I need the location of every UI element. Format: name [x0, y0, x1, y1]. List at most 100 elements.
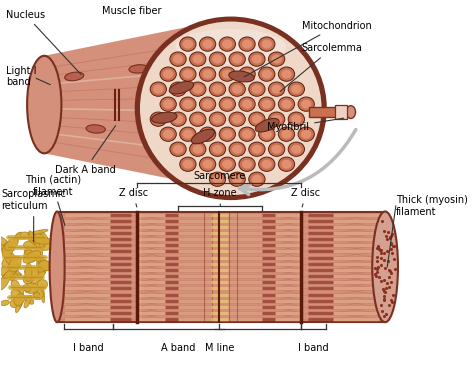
Ellipse shape: [252, 54, 262, 64]
Ellipse shape: [291, 85, 301, 94]
Ellipse shape: [36, 241, 46, 248]
Ellipse shape: [183, 70, 193, 79]
Ellipse shape: [25, 267, 39, 277]
Ellipse shape: [239, 97, 255, 111]
Bar: [335, 105, 346, 119]
Ellipse shape: [173, 54, 183, 64]
Ellipse shape: [249, 112, 265, 126]
Ellipse shape: [298, 127, 314, 141]
Ellipse shape: [272, 85, 282, 94]
Ellipse shape: [346, 106, 356, 118]
Ellipse shape: [27, 251, 35, 257]
Ellipse shape: [222, 40, 232, 49]
Ellipse shape: [242, 160, 252, 169]
Ellipse shape: [31, 267, 46, 284]
FancyBboxPatch shape: [57, 212, 385, 322]
Ellipse shape: [150, 112, 166, 126]
Ellipse shape: [173, 115, 183, 124]
Ellipse shape: [229, 52, 246, 66]
Ellipse shape: [180, 67, 196, 81]
Ellipse shape: [282, 100, 292, 108]
Ellipse shape: [5, 239, 18, 250]
Ellipse shape: [163, 100, 173, 108]
Text: Z disc: Z disc: [118, 188, 148, 207]
Ellipse shape: [212, 54, 223, 64]
Ellipse shape: [170, 52, 186, 66]
Ellipse shape: [180, 127, 196, 141]
Ellipse shape: [278, 67, 295, 81]
Ellipse shape: [229, 71, 254, 82]
Text: Sarcomere: Sarcomere: [193, 171, 246, 181]
Ellipse shape: [278, 97, 295, 111]
Ellipse shape: [239, 157, 255, 171]
Ellipse shape: [170, 82, 186, 96]
Ellipse shape: [2, 274, 7, 279]
Ellipse shape: [9, 256, 21, 272]
Ellipse shape: [212, 145, 223, 154]
Ellipse shape: [18, 287, 24, 307]
Ellipse shape: [0, 236, 11, 249]
Ellipse shape: [12, 232, 21, 245]
Ellipse shape: [272, 145, 282, 154]
Ellipse shape: [170, 112, 186, 126]
Ellipse shape: [180, 37, 196, 51]
Ellipse shape: [190, 112, 206, 126]
Text: Light I
band: Light I band: [6, 66, 36, 87]
Ellipse shape: [291, 145, 301, 154]
Ellipse shape: [192, 145, 203, 154]
Ellipse shape: [288, 112, 304, 126]
Ellipse shape: [288, 82, 304, 96]
Ellipse shape: [160, 127, 176, 141]
Ellipse shape: [202, 100, 213, 108]
Ellipse shape: [192, 54, 203, 64]
Ellipse shape: [229, 142, 246, 156]
Ellipse shape: [232, 115, 242, 124]
Ellipse shape: [229, 112, 246, 126]
Text: I band: I band: [73, 343, 104, 353]
Ellipse shape: [25, 263, 32, 282]
Ellipse shape: [8, 265, 21, 276]
Ellipse shape: [25, 296, 34, 304]
Text: Sarcolemma: Sarcolemma: [280, 43, 363, 91]
Ellipse shape: [222, 100, 232, 108]
Ellipse shape: [150, 82, 166, 96]
Text: Myofibril: Myofibril: [267, 118, 344, 132]
Ellipse shape: [0, 245, 15, 251]
Ellipse shape: [16, 296, 23, 313]
Ellipse shape: [37, 280, 47, 289]
Ellipse shape: [40, 284, 45, 303]
Ellipse shape: [183, 100, 193, 108]
Ellipse shape: [249, 142, 265, 156]
Ellipse shape: [0, 300, 9, 305]
Ellipse shape: [219, 67, 236, 81]
Ellipse shape: [259, 127, 275, 141]
Ellipse shape: [372, 212, 398, 322]
Ellipse shape: [219, 157, 236, 171]
Ellipse shape: [24, 250, 34, 260]
Text: Mitochondrion: Mitochondrion: [244, 21, 371, 77]
Ellipse shape: [11, 280, 20, 291]
Ellipse shape: [183, 40, 193, 49]
Ellipse shape: [24, 272, 32, 280]
Text: Muscle fiber: Muscle fiber: [102, 6, 162, 16]
Ellipse shape: [38, 259, 49, 266]
Ellipse shape: [272, 115, 282, 124]
Ellipse shape: [268, 142, 285, 156]
Ellipse shape: [259, 37, 275, 51]
Ellipse shape: [249, 82, 265, 96]
Text: Sarcoplasmic
reticulum: Sarcoplasmic reticulum: [1, 189, 66, 242]
Ellipse shape: [222, 70, 232, 79]
Text: Z disc: Z disc: [291, 188, 320, 207]
Ellipse shape: [232, 54, 242, 64]
Ellipse shape: [27, 255, 34, 259]
Ellipse shape: [239, 127, 255, 141]
Ellipse shape: [252, 85, 262, 94]
Ellipse shape: [23, 241, 37, 249]
Ellipse shape: [278, 157, 295, 171]
Ellipse shape: [163, 130, 173, 139]
Ellipse shape: [242, 130, 252, 139]
Text: I band: I band: [299, 343, 329, 353]
Ellipse shape: [28, 229, 48, 235]
Ellipse shape: [155, 132, 174, 141]
Ellipse shape: [24, 295, 32, 308]
